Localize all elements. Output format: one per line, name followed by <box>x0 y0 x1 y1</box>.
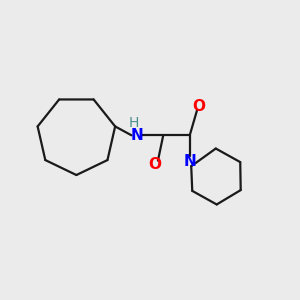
Text: O: O <box>192 99 205 114</box>
Text: N: N <box>130 128 143 143</box>
Text: N: N <box>183 154 196 169</box>
Text: O: O <box>148 157 161 172</box>
Text: H: H <box>129 116 139 130</box>
